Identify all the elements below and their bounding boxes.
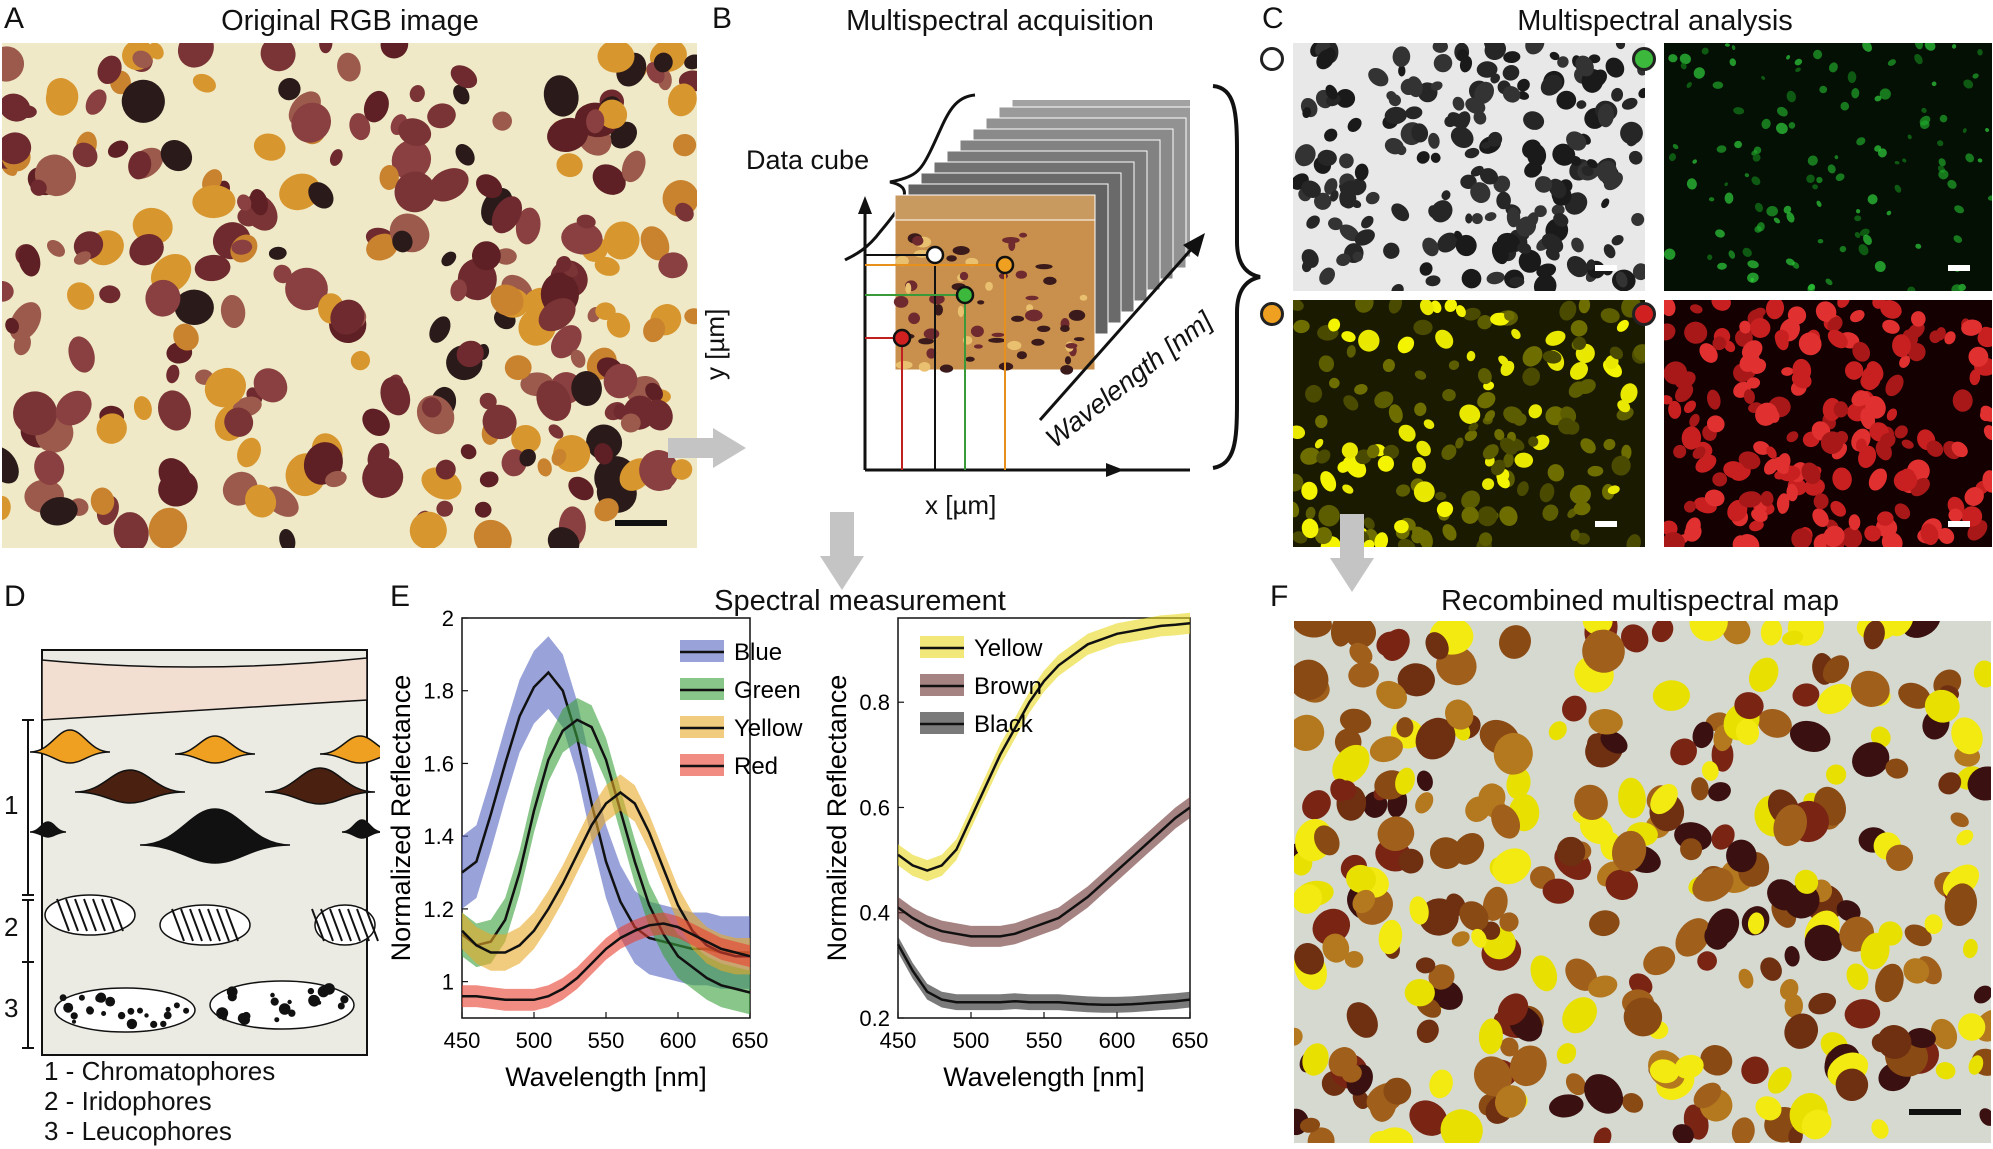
y-tick-label: 0.2 [859,1006,890,1031]
y-tick-label: 1.4 [423,824,454,849]
layer-label-3: 3 [4,993,19,1023]
panel-b-title: Multispectral acquisition [846,5,1154,37]
y-tick-label: 1.6 [423,751,454,776]
y-tick-label: 1.8 [423,679,454,704]
arrow-down-icon [1330,514,1374,594]
data-cube-label: Data cube [746,145,870,175]
x-tick-label: 600 [1099,1028,1136,1053]
series-band [462,774,750,975]
channel-red-marker [1632,302,1656,326]
y-tick-label: 0.6 [859,795,890,820]
brace-icon [1212,84,1261,470]
panel-d-letter: D [4,580,26,613]
legend-chromatophores: 1 - Chromatophores [44,1056,276,1086]
layer-label-1: 1 [4,790,19,820]
panel-a-letter: A [4,2,25,35]
legend-leucophores: 3 - Leucophores [44,1116,232,1146]
wavelength-arrow [1038,233,1205,421]
scale-bar [615,520,667,526]
series-line [462,922,751,1002]
x-tick-label: 650 [1172,1028,1209,1053]
x-tick-label: 500 [516,1028,553,1053]
channel-red-image [1664,300,1992,547]
data-cube-brace [844,93,976,262]
panel-c-title: Multispectral analysis [1517,5,1793,37]
legend-iridophores: 2 - Iridophores [44,1086,212,1116]
panel-c-letter: C [1262,2,1284,35]
spectral-chart-right: 450 500 550 600 650 0.2 0.4 0.6 0.8 Wavelength [n… [822,612,1209,1092]
legend-label: Yellow [734,715,803,742]
x-tick-label: 450 [444,1028,481,1053]
y-tick-label: 0.8 [859,690,890,715]
arrow-right-icon [668,428,748,468]
arrow-down-icon [820,512,864,592]
x-tick-label: 500 [953,1028,990,1053]
y-axis-label: Normalized Reflectance [822,675,852,962]
x-axis-label: Wavelength [nm] [505,1062,707,1092]
channel-green-image [1664,43,1992,291]
channel-yellow-image [1293,300,1645,547]
x-axis-label: Wavelength [nm] [943,1062,1145,1092]
original-rgb-image [2,43,697,548]
series-line [461,718,751,994]
x-tick-label: 450 [880,1028,917,1053]
x-tick-label: 650 [732,1028,769,1053]
series-line [897,622,1191,872]
series-band [898,796,1190,947]
legend-label: Blue [734,639,782,666]
panel-e-title: Spectral measurement [714,585,1006,617]
series-line [896,943,1191,1007]
legend-label: Brown [974,673,1042,700]
scale-bar [1909,1109,1961,1115]
legend-label: Yellow [974,635,1043,662]
series-band [898,612,1190,882]
channel-white-image [1293,43,1645,291]
panel-f-letter: F [1270,580,1289,613]
legend-label: Black [974,711,1034,738]
panel-b-letter: B [712,2,733,35]
channel-green-marker [1632,47,1656,71]
legend-label: Green [734,677,801,704]
legend-label: Red [734,753,778,780]
x-tick-label: 550 [1026,1028,1063,1053]
y-axis-label: Normalized Reflectance [386,675,416,962]
y-tick-label: 1.2 [423,897,454,922]
series-band [898,936,1190,1013]
x-tick-label: 600 [660,1028,697,1053]
y-tick-label: 1 [442,970,454,995]
spectral-chart-left: 450 500 550 600 650 1 1.2 1.4 1.6 1.8 2 Wavelength … [386,610,803,1092]
y-axis-label: y [µm] [700,308,730,380]
skin-layer-diagram [22,649,380,1056]
panel-f-title: Recombined multispectral map [1440,585,1840,617]
recombined-map-image [1294,621,1991,1143]
x-axis-label: x [µm] [925,490,997,520]
channel-yellow-marker [1260,302,1284,326]
y-tick-label: 0.4 [859,901,890,926]
panel-a-title: Original RGB image [221,5,479,37]
layer-label-2: 2 [4,912,19,942]
data-cube-stack [858,100,1190,477]
series-band [462,912,750,1011]
channel-white-marker [1260,47,1284,71]
series-line [897,806,1191,938]
x-tick-label: 550 [588,1028,625,1053]
y-tick-label: 2 [442,610,454,631]
panel-e-letter: E [390,580,411,613]
